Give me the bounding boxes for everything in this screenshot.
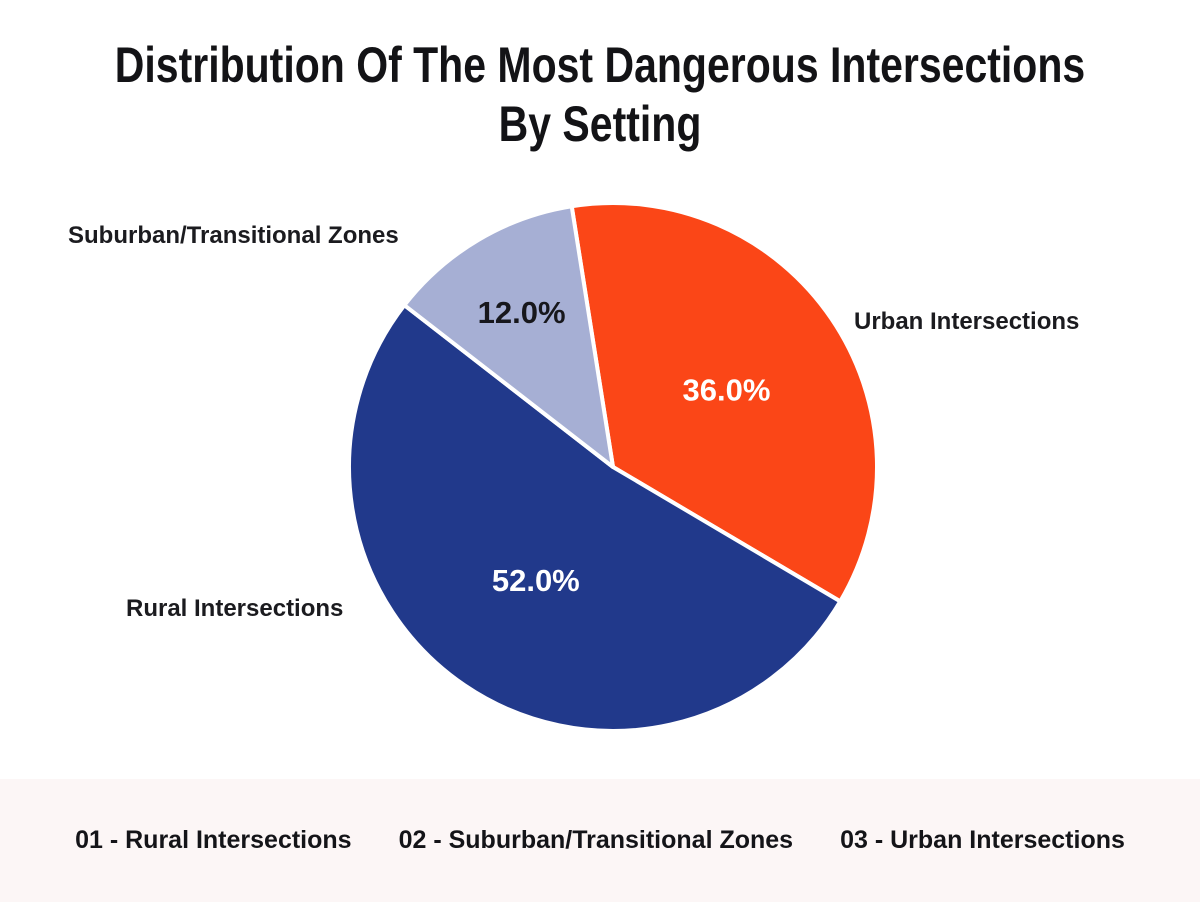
pie-percent-label-urban-intersections: 36.0% [683, 372, 771, 407]
slice-label-rural-intersections: Rural Intersections [126, 595, 344, 622]
legend-item-suburban: 02 - Suburban/Transitional Zones [398, 826, 794, 854]
pie-slice-urban-intersections [569, 201, 879, 604]
pie-percent-label-rural-intersections: 52.0% [492, 563, 580, 598]
chart-title: Distribution Of The Most Dangerous Inter… [108, 36, 1092, 154]
slice-label-urban-intersections: Urban Intersections [854, 308, 1080, 335]
legend-item-urban: 03 - Urban Intersections [840, 826, 1125, 854]
pie-percent-label-suburban-transitional-zones: 12.0% [478, 295, 566, 330]
legend-item-rural: 01 - Rural Intersections [75, 826, 352, 854]
chart-title-line2: By Setting [498, 96, 702, 152]
slice-label-suburban-transitional-zones: Suburban/Transitional Zones [68, 222, 399, 249]
footer-legend: 01 - Rural Intersections 02 - Suburban/T… [0, 779, 1200, 902]
pie-slice-rural-intersections [347, 303, 843, 733]
chart-title-line1: Distribution Of The Most Dangerous Inter… [114, 37, 1086, 93]
pie-slice-suburban-transitional-zones [402, 204, 615, 469]
